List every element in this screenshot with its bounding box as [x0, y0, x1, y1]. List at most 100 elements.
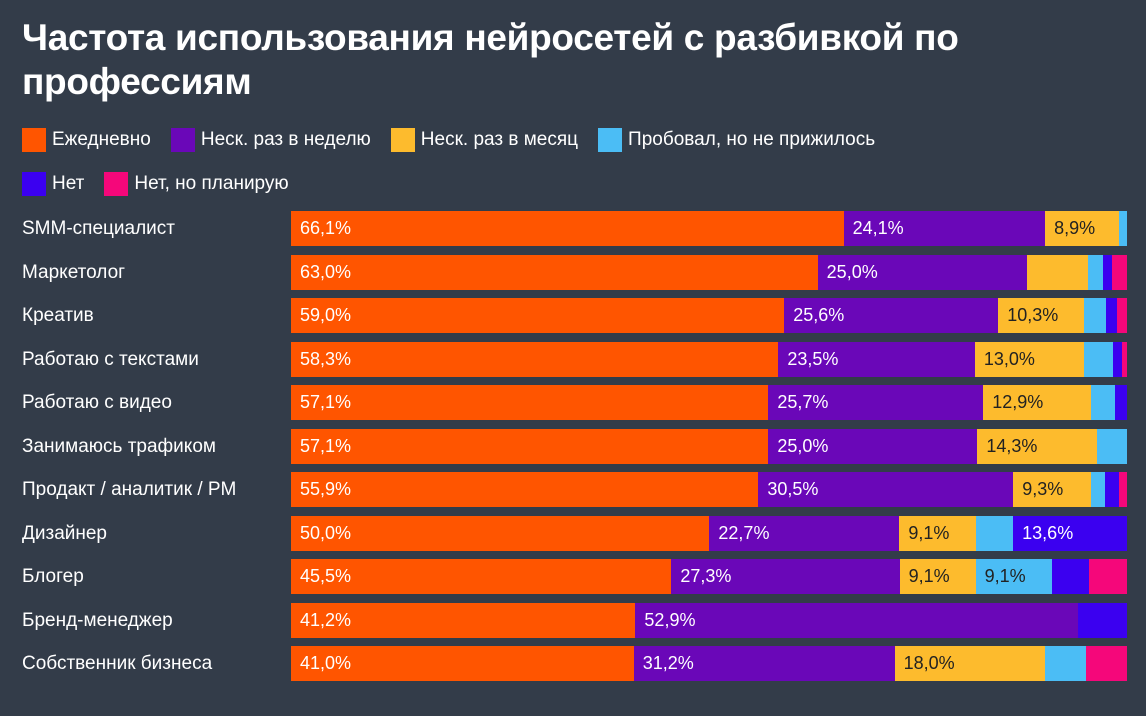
data-label: 41,2% — [300, 609, 352, 630]
data-label: 13,0% — [983, 348, 1035, 369]
data-label: 12,9% — [992, 392, 1044, 412]
bar-segment — [1086, 646, 1127, 681]
bar-segment: 9,1% — [975, 559, 1052, 594]
data-label: 24,1% — [852, 218, 904, 238]
bar-row: Креатив 59,0% 25,6% 10,3% — [0, 298, 1146, 333]
data-label: 25,0% — [777, 435, 829, 456]
data-label: 22,7% — [718, 522, 770, 543]
bar-segment — [1115, 385, 1127, 420]
bar-segment: 13,0% — [974, 341, 1084, 377]
data-label: 9,1% — [908, 522, 950, 543]
stacked-bar: 58,3% 23,5% 13,0% — [291, 341, 1127, 377]
bar-segment — [1083, 341, 1113, 377]
legend-label: Ежедневно — [52, 129, 151, 150]
data-label: 52,9% — [644, 609, 696, 630]
data-label: 18,0% — [903, 653, 955, 673]
bar-segment — [1111, 254, 1127, 290]
bar-segment — [1116, 298, 1127, 333]
bar-segment: 57,1% — [291, 385, 769, 420]
bar-segment — [1087, 254, 1103, 290]
stacked-bar: 59,0% 25,6% 10,3% — [291, 298, 1127, 333]
bar-segment: 25,0% — [817, 254, 1027, 290]
data-label: 9,1% — [984, 566, 1026, 586]
legend-label: Пробовал, но не прижилось — [628, 129, 876, 150]
bar-segment: 57,1% — [291, 428, 769, 464]
data-label: 14,3% — [986, 435, 1038, 456]
legend-item: Ежедневно — [22, 128, 151, 152]
bar-segment — [1096, 428, 1127, 464]
category-label: Креатив — [22, 305, 94, 326]
bar-segment: 45,5% — [291, 559, 672, 594]
stacked-bar: 41,2% 52,9% — [291, 602, 1127, 638]
bar-segment — [1105, 472, 1119, 507]
legend-swatch — [390, 128, 415, 152]
data-label: 57,1% — [300, 392, 352, 412]
bar-row: Продакт / аналитик / PM 55,9% 30,5% 9,3% — [0, 472, 1146, 507]
data-label: 10,3% — [1007, 305, 1059, 325]
bar-segment: 59,0% — [291, 298, 785, 333]
bar-segment: 9,1% — [899, 559, 976, 594]
bar-segment — [1112, 341, 1122, 377]
bar-segment: 10,3% — [998, 298, 1085, 333]
legend-label: Нет — [52, 173, 85, 194]
data-label: 66,1% — [300, 218, 352, 238]
stacked-bar: 41,0% 31,2% 18,0% — [291, 646, 1127, 681]
bar-segment: 50,0% — [291, 515, 710, 551]
category-label: Работаю с текстами — [22, 348, 199, 370]
bar-segment — [1119, 211, 1127, 246]
legend-item: Неск. раз в неделю — [170, 128, 371, 152]
legend-swatch — [22, 172, 46, 196]
legend-swatch — [104, 172, 129, 196]
bar-segment — [1091, 385, 1116, 420]
stacked-bar: 63,0% 25,0% — [291, 254, 1127, 290]
data-label: 45,5% — [300, 566, 352, 586]
data-label: 23,5% — [787, 348, 839, 369]
stacked-bar: 57,1% 25,7% 12,9% — [291, 385, 1127, 420]
data-label: 8,9% — [1054, 218, 1096, 238]
data-label: 31,2% — [642, 653, 694, 673]
bar-segment: 12,9% — [983, 385, 1092, 420]
bar-segment: 23,5% — [778, 341, 975, 377]
legend-label: Нет, но планирую — [134, 173, 289, 194]
category-label: Дизайнер — [22, 522, 107, 544]
data-label: 27,3% — [680, 566, 732, 586]
legend-swatch — [22, 128, 46, 152]
bar-segment: 25,6% — [784, 298, 999, 333]
category-label: Собственник бизнеса — [22, 653, 213, 674]
chart-title: Частота использования нейросетей с разби… — [22, 17, 959, 102]
bar-segment — [1102, 254, 1112, 290]
legend-item: Неск. раз в месяц — [390, 128, 578, 152]
category-label: SMM-специалист — [22, 218, 175, 239]
data-label: 13,6% — [1022, 522, 1074, 543]
bar-segment — [1045, 646, 1086, 681]
data-label: 55,9% — [300, 479, 352, 499]
bar-segment — [1118, 472, 1127, 507]
bar-segment: 41,2% — [291, 602, 636, 638]
bar-row: Дизайнер 50,0% 22,7% 9,1% 13,6% — [0, 515, 1146, 551]
bar-segment: 8,9% — [1045, 211, 1120, 246]
bar-segment: 14,3% — [977, 428, 1097, 464]
data-label: 9,3% — [1022, 479, 1064, 499]
data-label: 30,5% — [767, 479, 819, 499]
bar-segment: 63,0% — [291, 254, 818, 290]
bar-segment: 31,2% — [633, 646, 895, 681]
data-label: 58,3% — [300, 348, 352, 369]
category-label: Маркетолог — [22, 261, 126, 283]
bar-segment: 41,0% — [291, 646, 634, 681]
legend-swatch — [170, 128, 195, 152]
bar-segment: 13,6% — [1013, 515, 1127, 551]
data-label: 9,1% — [908, 566, 950, 586]
data-label: 25,7% — [777, 392, 829, 412]
category-label: Работаю с видео — [22, 392, 172, 413]
bar-segment: 24,1% — [843, 211, 1046, 246]
bar-segment: 66,1% — [291, 211, 844, 246]
data-label: 63,0% — [300, 261, 352, 282]
legend-label: Неск. раз в неделю — [200, 129, 371, 150]
bar-segment: 18,0% — [894, 646, 1046, 681]
category-label: Бренд-менеджер — [22, 609, 173, 631]
data-label: 25,0% — [826, 261, 878, 282]
category-label: Продакт / аналитик / PM — [22, 479, 237, 500]
stacked-bar: 45,5% 27,3% 9,1% 9,1% — [291, 559, 1127, 594]
data-label: 57,1% — [300, 435, 352, 456]
bar-segment: 55,9% — [291, 472, 759, 507]
